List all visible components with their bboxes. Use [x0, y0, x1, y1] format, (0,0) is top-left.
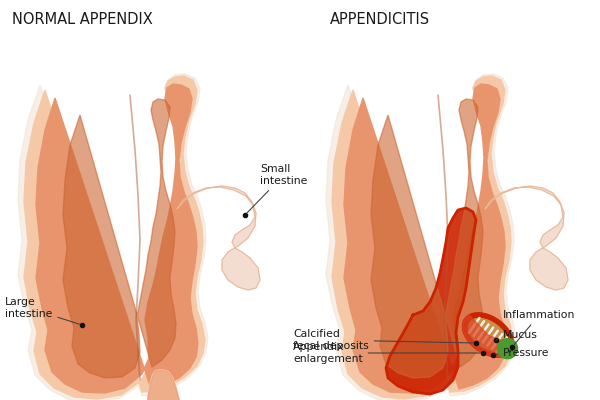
- Text: Appendix: Appendix: [0, 399, 1, 400]
- Text: Appendix
enlargement: Appendix enlargement: [293, 342, 480, 364]
- Polygon shape: [148, 370, 180, 400]
- Polygon shape: [63, 99, 176, 378]
- Polygon shape: [326, 74, 516, 400]
- Text: Large
intestine: Large intestine: [5, 297, 79, 324]
- Polygon shape: [463, 315, 513, 357]
- Polygon shape: [344, 84, 506, 393]
- Circle shape: [497, 339, 517, 359]
- Text: Inflammation: Inflammation: [503, 310, 575, 344]
- Polygon shape: [469, 318, 508, 352]
- Text: Calcified
fecal deposits: Calcified fecal deposits: [293, 329, 473, 351]
- Polygon shape: [18, 74, 208, 400]
- Polygon shape: [24, 76, 205, 399]
- Text: Mucus: Mucus: [496, 330, 538, 340]
- Polygon shape: [386, 208, 476, 394]
- Polygon shape: [371, 99, 484, 378]
- Polygon shape: [148, 370, 180, 400]
- Text: Small
intestine: Small intestine: [247, 164, 307, 213]
- Polygon shape: [332, 76, 513, 399]
- Polygon shape: [485, 186, 568, 290]
- Text: NORMAL APPENDIX: NORMAL APPENDIX: [12, 12, 153, 27]
- Text: Pressure: Pressure: [496, 348, 550, 358]
- Text: APPENDICITIS: APPENDICITIS: [330, 12, 430, 27]
- Polygon shape: [36, 84, 198, 393]
- Polygon shape: [177, 186, 260, 290]
- Polygon shape: [463, 313, 513, 357]
